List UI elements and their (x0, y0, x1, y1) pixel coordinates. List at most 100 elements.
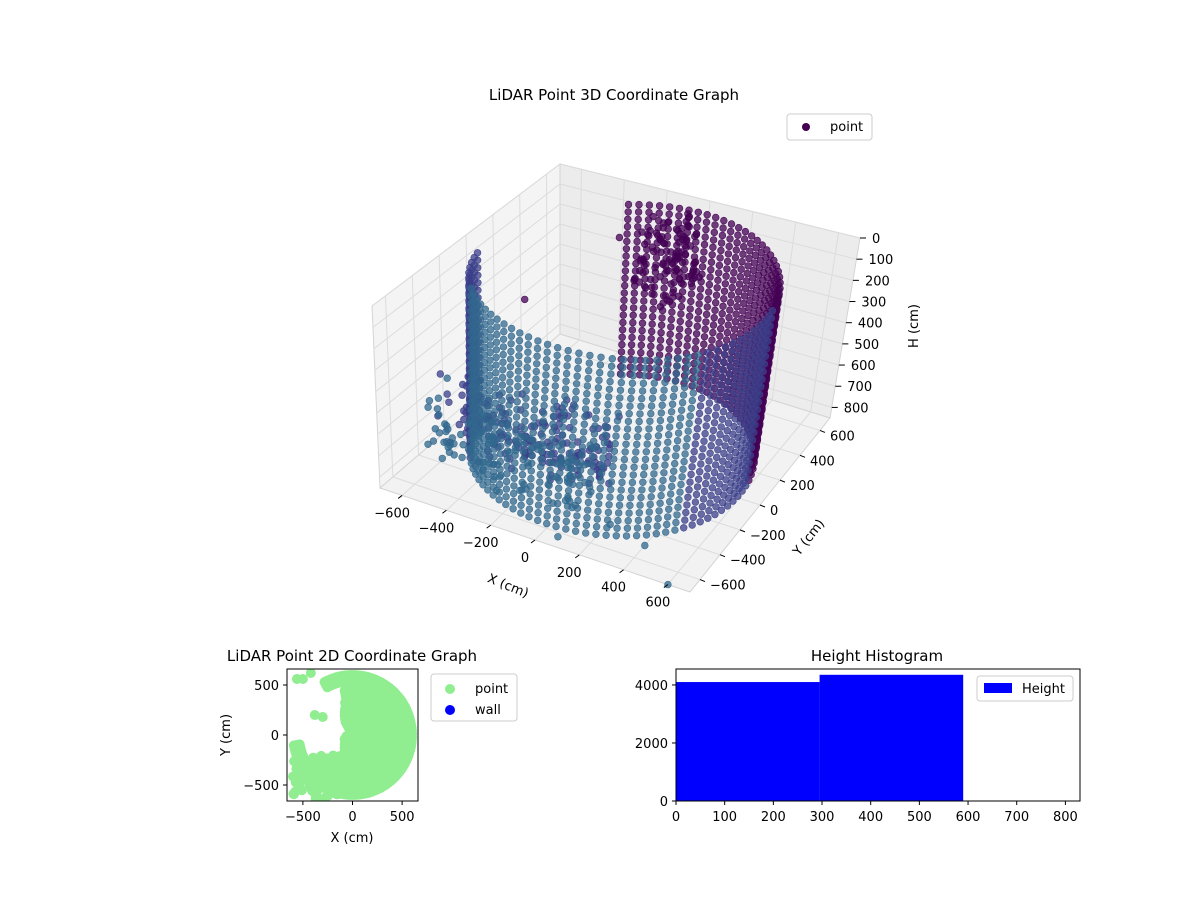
point-3d (741, 227, 750, 236)
point-3d (684, 493, 692, 501)
point-3d (557, 446, 566, 454)
point-3d (741, 346, 750, 355)
x-ticks-3d: −600 −400 −200 0 200 400 600 (374, 495, 670, 611)
point-3d (511, 436, 520, 444)
point-3d (554, 484, 563, 492)
point-3d (595, 376, 603, 384)
point-3d (648, 290, 656, 298)
point-3d (532, 375, 540, 383)
point-3d (706, 391, 715, 400)
point-3d (645, 201, 654, 209)
point-3d (701, 233, 709, 241)
point-3d (725, 411, 734, 420)
point-3d (627, 341, 636, 349)
point-3d (656, 343, 664, 352)
point-3d (515, 344, 523, 352)
point-3d (622, 532, 631, 540)
point-3d (669, 392, 678, 401)
point-3d (608, 470, 616, 478)
point-3d (734, 224, 743, 232)
point-3d (424, 440, 432, 448)
point-3d (500, 327, 508, 336)
point-3d (646, 275, 655, 284)
point-3d (707, 258, 716, 266)
point-3d (709, 328, 717, 337)
point-3d (522, 386, 530, 395)
point-3d (499, 335, 508, 343)
point-3d (649, 477, 657, 486)
point-3d (522, 379, 531, 387)
point-3d (445, 398, 453, 406)
point-3d (577, 458, 585, 467)
point-3d (711, 221, 719, 229)
point-3d (737, 335, 745, 343)
point-3d (589, 445, 597, 453)
point-3d (683, 360, 692, 369)
point-3d (619, 463, 628, 471)
point-3d (573, 372, 581, 380)
point-3d (594, 507, 602, 516)
point-3d (660, 284, 668, 292)
point-3d (684, 327, 692, 335)
point-3d (617, 348, 626, 356)
y-tick-label: −400 (730, 554, 766, 569)
point-3d (716, 254, 724, 262)
point-3d (464, 419, 472, 427)
point-3d (694, 315, 702, 323)
point-3d (646, 500, 654, 509)
point-3d (689, 513, 697, 522)
point-3d (585, 483, 594, 491)
hist-frame (675, 668, 1081, 802)
point-3d (552, 515, 561, 523)
point-3d (737, 265, 745, 273)
point-3d (668, 259, 677, 268)
point-3d (640, 372, 648, 380)
point-3d (678, 398, 687, 407)
point-3d (552, 522, 560, 531)
point-3d (594, 500, 603, 508)
point-3d (606, 520, 614, 529)
point-3d (618, 478, 626, 487)
point-3d (553, 359, 561, 367)
point-3d (666, 490, 675, 498)
point-3d (632, 440, 641, 449)
point-3d (715, 438, 723, 446)
point-3d (515, 352, 523, 360)
point-3d (499, 366, 507, 374)
point-3d (443, 390, 451, 398)
point-3d (647, 342, 655, 350)
back-grid-line-x (771, 222, 797, 401)
point-3d (609, 462, 617, 471)
point-3d (602, 531, 610, 539)
hist-legend-box (976, 675, 1074, 702)
point-3d (734, 392, 743, 400)
point-3d (562, 369, 571, 378)
point-2d (340, 716, 351, 727)
point-3d (700, 248, 708, 256)
point-3d (509, 505, 517, 513)
point-3d (724, 250, 733, 258)
point-3d (614, 409, 622, 417)
point-3d (536, 478, 544, 486)
point-3d (510, 466, 519, 475)
point-3d (533, 344, 542, 353)
point-3d (592, 522, 601, 531)
point-3d (651, 371, 659, 380)
point-3d (490, 468, 498, 476)
point-3d (703, 414, 711, 422)
point-3d (674, 354, 682, 363)
point-3d (602, 423, 610, 432)
hist-ticks: 0 100 200 300 400 500 600 700 800 0 2000 4000 (635, 679, 1078, 825)
point-3d (497, 442, 505, 450)
point-3d (623, 230, 631, 238)
point-3d (671, 452, 680, 460)
point-3d (709, 369, 718, 377)
chart3d-zlabel: H (cm) (907, 304, 922, 348)
point-3d (559, 423, 567, 431)
point-3d (690, 506, 698, 514)
point-3d (645, 508, 653, 516)
point-3d (659, 476, 667, 485)
point-3d (704, 407, 712, 415)
point-3d (713, 495, 721, 503)
